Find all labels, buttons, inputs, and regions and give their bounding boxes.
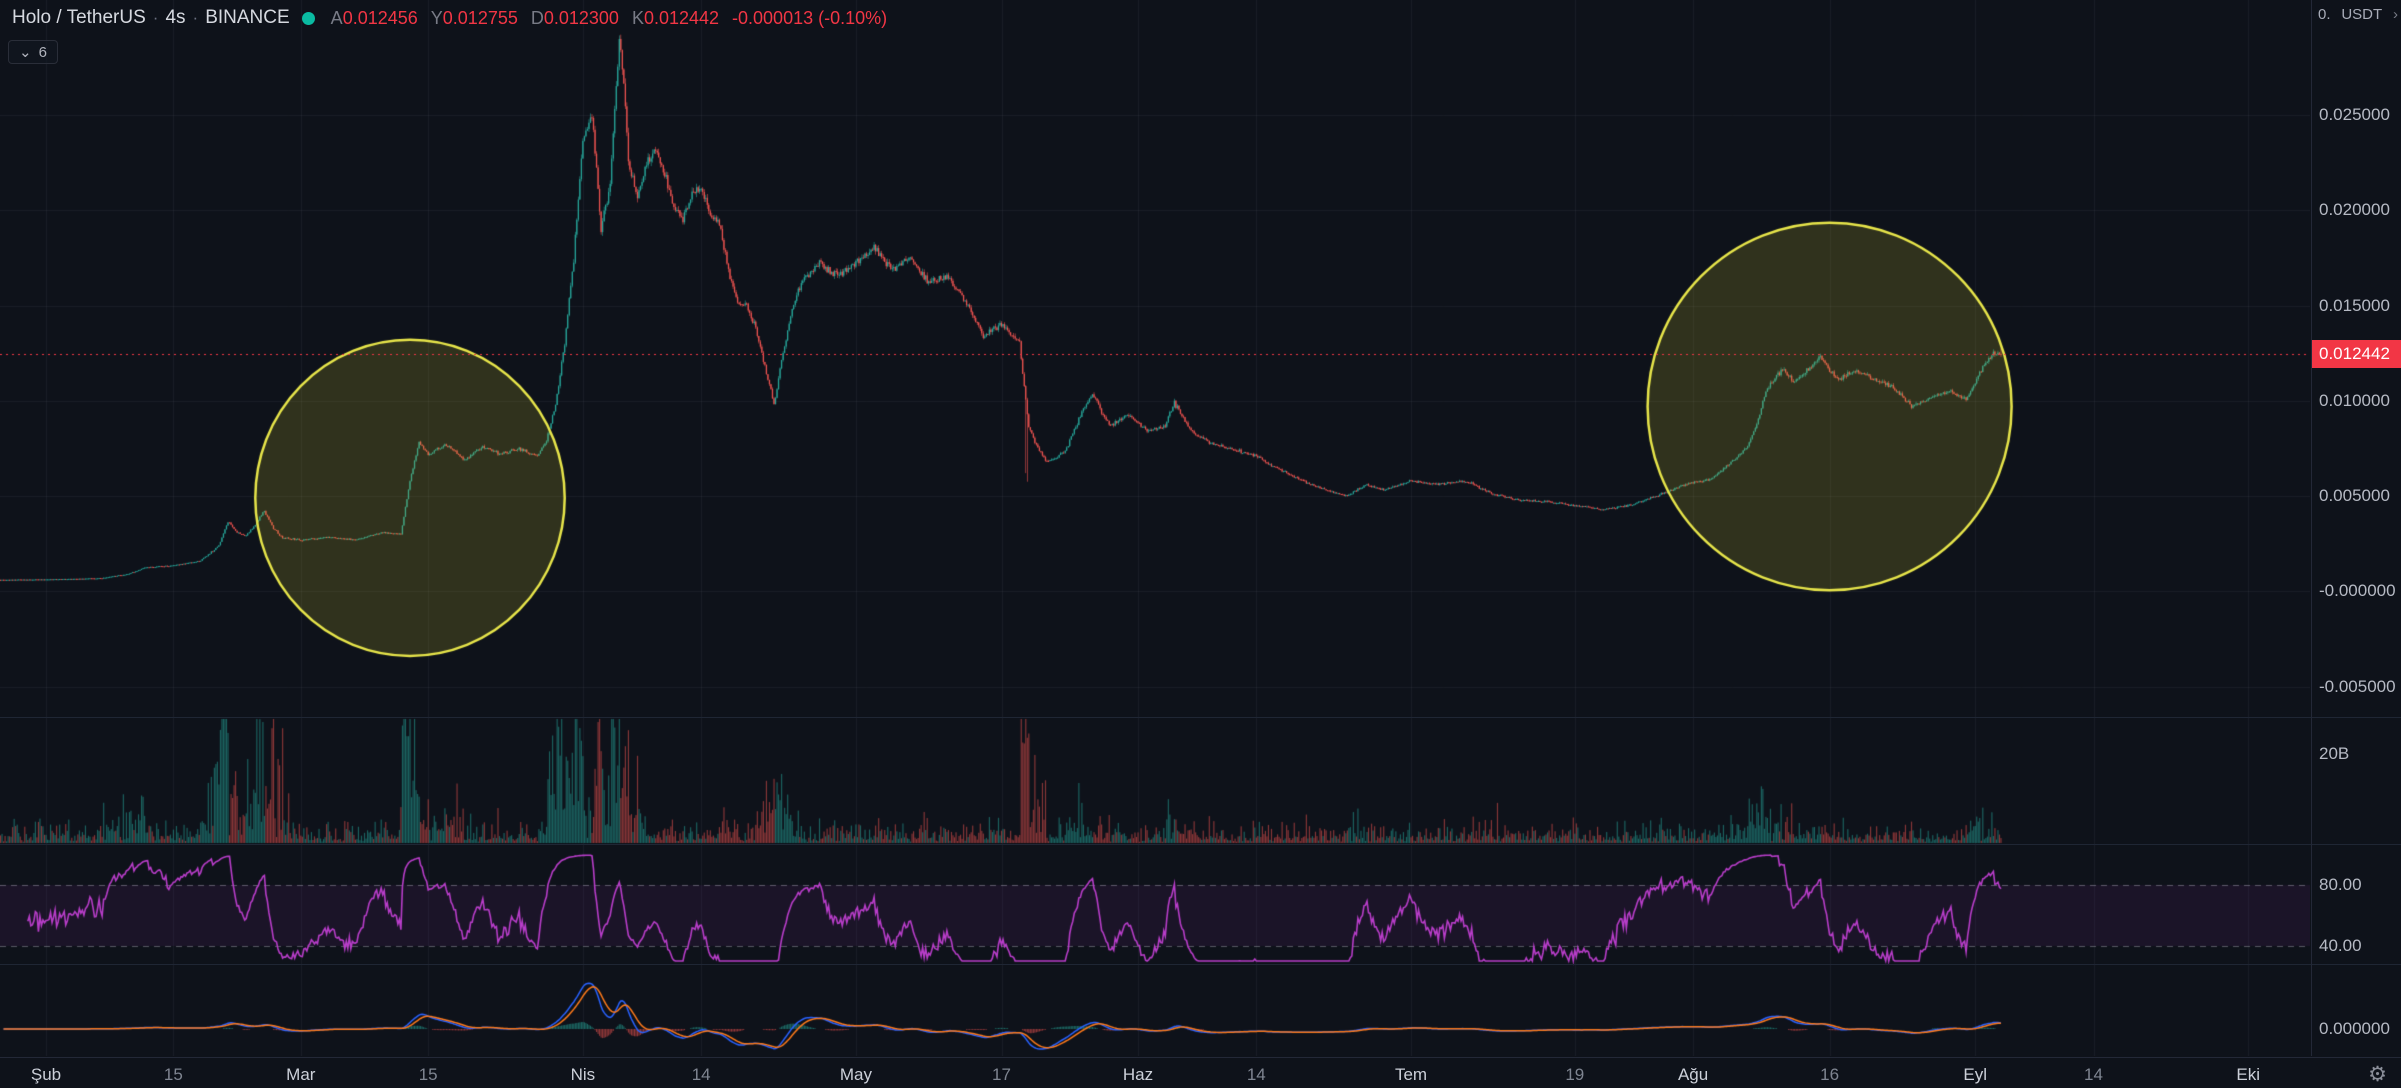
time-axis-tick: 15 bbox=[418, 1065, 438, 1084]
settings-gear-icon[interactable]: ⚙ bbox=[2368, 1063, 2387, 1086]
time-axis-tick: Tem bbox=[1394, 1065, 1428, 1084]
current-price-label: 0.012442 bbox=[2312, 340, 2401, 369]
rsi-lower-band-label: 40.00 bbox=[2319, 936, 2362, 955]
symbol-legend: Holo / TetherUS · 4s · BINANCE A 0.012456… bbox=[12, 7, 887, 29]
price-axis-tick: 0.005000 bbox=[2319, 486, 2390, 505]
time-axis-tick: Eki bbox=[2236, 1065, 2260, 1084]
indicators-count: 6 bbox=[38, 43, 47, 61]
change-value: -0.000013 (-0.10%) bbox=[732, 7, 888, 28]
symbol-title[interactable]: Holo / TetherUS bbox=[12, 7, 146, 28]
time-axis-tick: 14 bbox=[2084, 1065, 2103, 1084]
price-axis-tick: 0.010000 bbox=[2319, 390, 2390, 410]
axis-unit-label: USDT bbox=[2341, 6, 2383, 23]
time-axis-tick: 17 bbox=[992, 1065, 1011, 1084]
price-axis-tick: 0.025000 bbox=[2319, 105, 2390, 124]
time-axis-tick: Ağu bbox=[1677, 1065, 1709, 1084]
time-axis-tick: Mar bbox=[286, 1065, 316, 1084]
pane-separator-macd[interactable] bbox=[0, 964, 2401, 965]
legend-separator: · bbox=[152, 8, 159, 27]
ohlc-values: A 0.012456 Y 0.012755 D 0.012300 K 0.012442 … bbox=[331, 8, 887, 29]
time-axis[interactable]: ⚙ Şub 15 Mar 15 Nis 14 May 17 Haz 14 Tem 19 Ağu 16 Eyl… bbox=[0, 1057, 2401, 1088]
time-axis-tick: 19 bbox=[1565, 1065, 1585, 1084]
chevron-right-icon: › bbox=[2392, 6, 2398, 23]
pane-separator-rsi[interactable] bbox=[0, 844, 2401, 845]
time-axis-tick: Nis bbox=[570, 1065, 596, 1084]
low-label: D bbox=[530, 7, 544, 28]
macd-zero-label: 0.000000 bbox=[2319, 1019, 2390, 1038]
exchange-label[interactable]: BINANCE bbox=[205, 7, 290, 28]
interval-label[interactable]: 4s bbox=[165, 7, 186, 28]
chart-canvas[interactable] bbox=[0, 0, 2310, 1056]
time-axis-tick: Eyl bbox=[1963, 1065, 1987, 1084]
volume-scale-label: 20B bbox=[2319, 744, 2350, 763]
time-axis-tick: 14 bbox=[691, 1065, 711, 1084]
time-axis-tick: 14 bbox=[1246, 1065, 1266, 1084]
time-axis-tick: 15 bbox=[163, 1065, 183, 1084]
time-axis-tick: Şub bbox=[30, 1065, 62, 1084]
high-value: 0.012755 bbox=[442, 7, 518, 28]
price-axis-tick: -0.000000 bbox=[2319, 581, 2396, 601]
open-label: A bbox=[330, 7, 343, 28]
high-label: Y bbox=[430, 7, 443, 28]
price-axis-tick: 0.020000 bbox=[2319, 200, 2390, 220]
close-value: 0.012442 bbox=[643, 7, 720, 28]
market-status-icon[interactable] bbox=[301, 11, 315, 25]
price-axis-unit[interactable]: 0. USDT › bbox=[2318, 6, 2398, 23]
time-axis-tick: 16 bbox=[1820, 1065, 1840, 1084]
indicators-collapse-button[interactable]: ⌄ 6 bbox=[8, 40, 58, 64]
low-value: 0.012300 bbox=[543, 7, 619, 28]
price-axis[interactable]: 0. USDT › 0.025000 0.020000 0.015000 0.0100… bbox=[2311, 0, 2401, 1056]
price-axis-tick: -0.005000 bbox=[2319, 676, 2396, 696]
pane-separator-volume[interactable] bbox=[0, 717, 2401, 718]
legend-separator: · bbox=[192, 8, 199, 27]
time-axis-tick: Haz bbox=[1122, 1065, 1154, 1084]
rsi-upper-band-label: 80.00 bbox=[2319, 875, 2362, 894]
time-axis-tick: May bbox=[839, 1065, 872, 1084]
axis-top-fragment: 0. bbox=[2318, 6, 2331, 23]
open-value: 0.012456 bbox=[342, 7, 418, 28]
chevron-down-icon: ⌄ bbox=[19, 44, 32, 61]
close-label: K bbox=[631, 7, 644, 28]
price-axis-tick: 0.015000 bbox=[2319, 295, 2390, 315]
